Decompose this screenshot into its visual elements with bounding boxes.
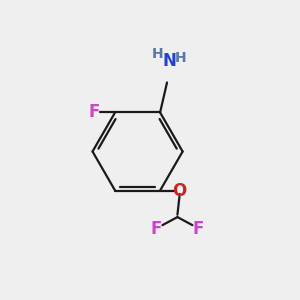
Text: H: H — [175, 51, 187, 65]
Text: H: H — [152, 46, 164, 61]
Text: F: F — [88, 103, 100, 122]
Text: F: F — [193, 220, 204, 238]
Text: O: O — [172, 182, 187, 200]
Text: N: N — [162, 52, 176, 70]
Text: F: F — [151, 220, 162, 238]
